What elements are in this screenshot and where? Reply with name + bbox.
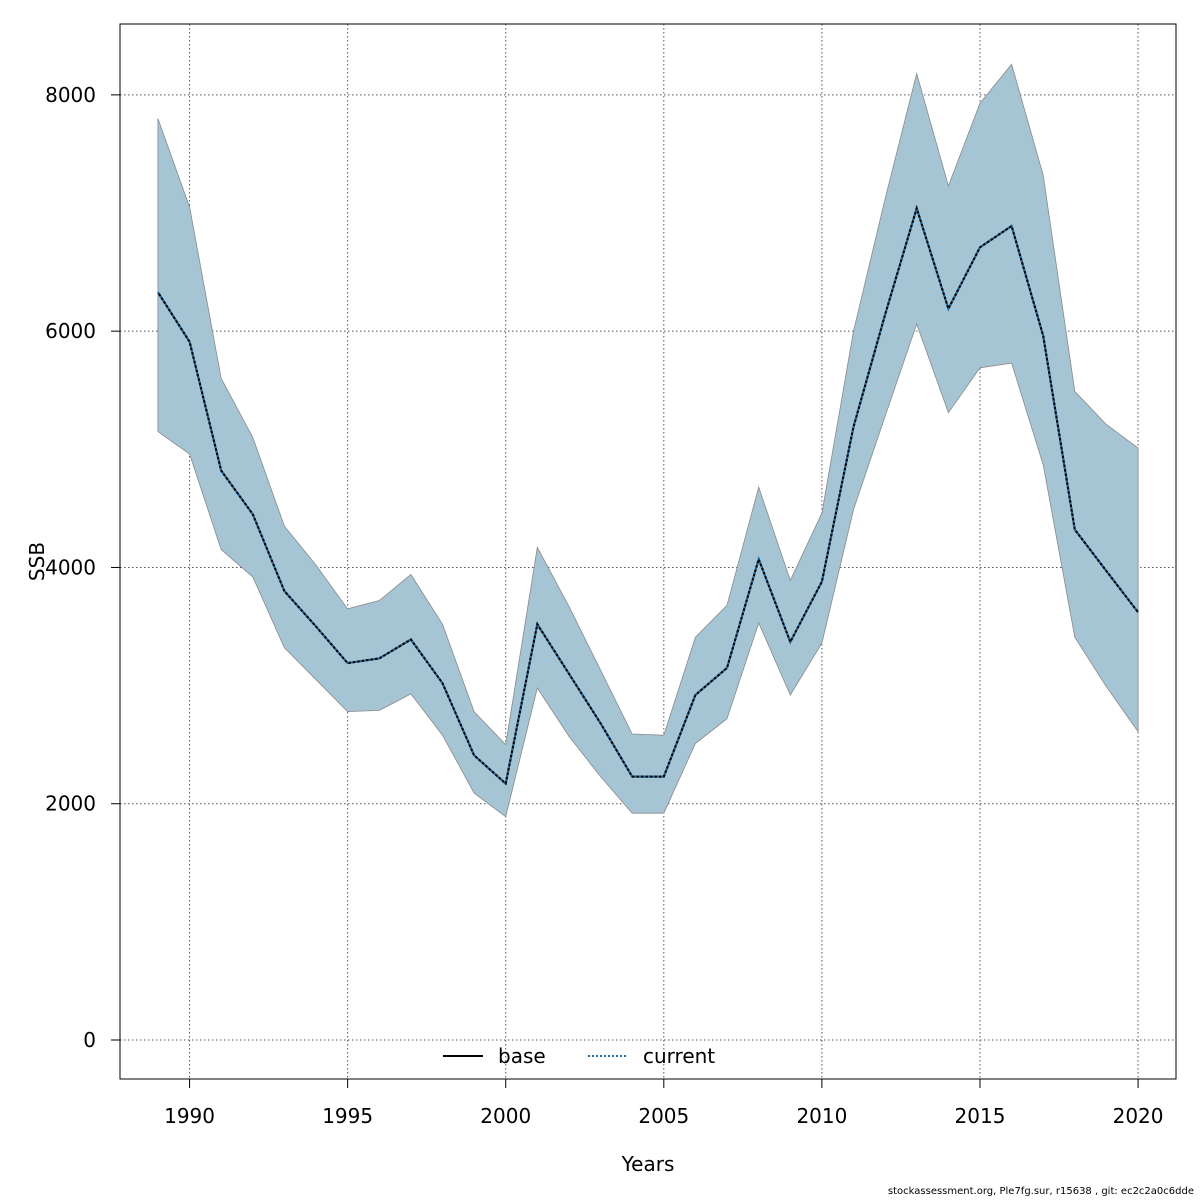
y-tick-label: 6000 bbox=[45, 319, 96, 343]
x-tick-label: 2015 bbox=[955, 1104, 1006, 1128]
y-tick-label: 0 bbox=[83, 1028, 96, 1052]
y-axis-title: SSB bbox=[25, 542, 49, 581]
y-tick-label: 8000 bbox=[45, 83, 96, 107]
series-lines bbox=[157, 204, 1139, 786]
x-axis: 1990 1995 2000 2005 2010 2015 2020 bbox=[164, 1078, 1164, 1128]
confidence-band bbox=[157, 63, 1139, 818]
footer-credit: stockassessment.org, Ple7fg.sur, r15638 … bbox=[887, 1186, 1194, 1197]
series-line-current bbox=[157, 204, 1139, 786]
x-tick-label: 2005 bbox=[638, 1104, 689, 1128]
legend-label-current: current bbox=[643, 1044, 715, 1068]
x-tick-label: 2000 bbox=[480, 1104, 531, 1128]
x-axis-title: Years bbox=[621, 1152, 675, 1176]
legend-label-base: base bbox=[498, 1044, 546, 1068]
y-tick-label: 4000 bbox=[45, 555, 96, 579]
legend: base current bbox=[443, 1044, 715, 1068]
x-tick-label: 1995 bbox=[322, 1104, 373, 1128]
y-tick-label: 2000 bbox=[45, 792, 96, 816]
y-axis: 0 2000 4000 6000 8000 bbox=[45, 83, 121, 1052]
x-tick-label: 2010 bbox=[796, 1104, 847, 1128]
x-tick-label: 1990 bbox=[164, 1104, 215, 1128]
x-tick-label: 2020 bbox=[1113, 1104, 1164, 1128]
